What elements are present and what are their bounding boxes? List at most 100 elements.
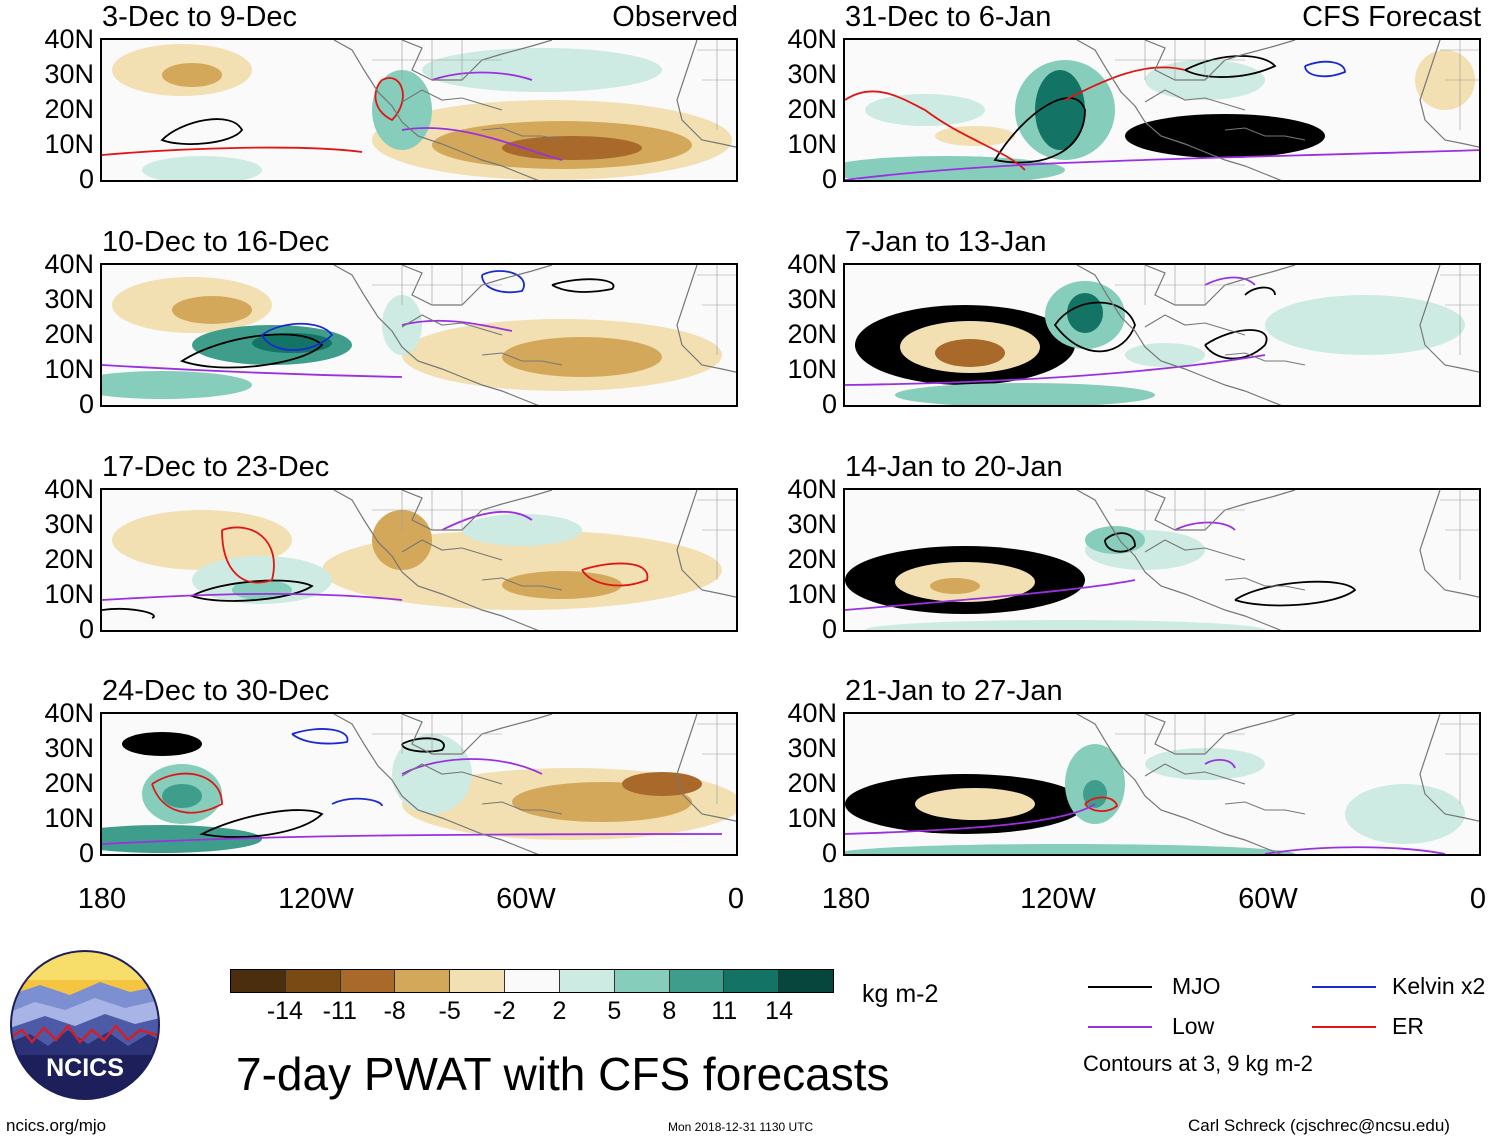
colorbar-swatch (669, 970, 725, 992)
lon-label: 60W (1238, 883, 1298, 915)
lon-label: 180 (821, 883, 871, 915)
lat-label: 20N (44, 544, 94, 574)
colorbar-label: -8 (383, 997, 406, 1025)
lat-label: 10N (787, 803, 837, 833)
legend-line-er (1312, 1026, 1376, 1028)
lat-label: 40N (44, 474, 94, 504)
ncics-logo: NCICS (10, 950, 160, 1100)
panel-date-range: 10-Dec to 16-Dec (102, 226, 330, 258)
colorbar (230, 969, 834, 993)
lon-label: 0 (1469, 883, 1487, 915)
lat-label: 30N (787, 509, 837, 539)
panel-date-range: 31-Dec to 6-Jan (845, 1, 1052, 33)
footer-url[interactable]: ncics.org/mjo (6, 1116, 107, 1135)
pwat-map (100, 488, 738, 632)
lat-label: 30N (44, 509, 94, 539)
colorbar-swatch (450, 970, 506, 992)
lat-label: 0 (821, 389, 837, 419)
colorbar-label: -2 (493, 997, 516, 1025)
colorbar-swatch (395, 970, 451, 992)
legend-line-kelvin (1312, 986, 1376, 988)
lat-label: 40N (44, 249, 94, 279)
lat-label: 30N (44, 59, 94, 89)
lat-label: 10N (787, 579, 837, 609)
legend-label-kelvin: Kelvin x2 (1392, 973, 1486, 999)
colorbar-swatch (559, 970, 615, 992)
lat-label: 30N (44, 284, 94, 314)
footer-timestamp: Mon 2018-12-31 1130 UTC (668, 1120, 814, 1134)
legend-label-low: Low (1172, 1013, 1215, 1039)
lon-label: 0 (727, 883, 745, 915)
lat-label: 10N (44, 803, 94, 833)
lat-label: 0 (821, 614, 837, 644)
colorbar-label: 5 (607, 997, 622, 1025)
figure-title: 7-day PWAT with CFS forecasts (236, 1048, 890, 1100)
colorbar-swatch (285, 970, 341, 992)
colorbar-label: 2 (552, 997, 567, 1025)
panel-date-range: 3-Dec to 9-Dec (102, 1, 298, 33)
panel-date-range: 21-Jan to 27-Jan (845, 675, 1063, 707)
colorbar-swatch (724, 970, 780, 992)
lat-label: 40N (787, 249, 837, 279)
lat-label: 40N (787, 698, 837, 728)
lat-label: 10N (787, 354, 837, 384)
pwat-map (843, 38, 1481, 182)
panel-source-tag: CFS Forecast (1302, 1, 1481, 33)
colorbar-swatch (505, 970, 560, 992)
legend-label-er: ER (1392, 1013, 1424, 1039)
pwat-map (843, 263, 1481, 407)
pwat-map (100, 38, 738, 182)
footer-credit: Carl Schreck (cjschrec@ncsu.edu) (1188, 1116, 1450, 1135)
lat-label: 10N (44, 579, 94, 609)
lat-label: 20N (44, 768, 94, 798)
lat-label: 10N (44, 129, 94, 159)
lat-label: 10N (44, 354, 94, 384)
lat-label: 10N (787, 129, 837, 159)
lon-label: 120W (1020, 883, 1096, 915)
lat-label: 40N (787, 474, 837, 504)
colorbar-swatch (614, 970, 670, 992)
colorbar-label: -11 (322, 997, 357, 1025)
lat-label: 20N (787, 768, 837, 798)
colorbar-label: 8 (662, 997, 677, 1025)
legend-line-low (1088, 1026, 1152, 1028)
lat-label: 30N (44, 733, 94, 763)
panel-date-range: 14-Jan to 20-Jan (845, 451, 1063, 483)
pwat-map (100, 712, 738, 856)
colorbar-label: -14 (266, 997, 303, 1025)
lat-label: 20N (44, 94, 94, 124)
colorbar-swatch (779, 970, 833, 992)
lon-label: 180 (77, 883, 127, 915)
lon-label: 120W (278, 883, 354, 915)
lat-label: 0 (78, 164, 94, 194)
panel-source-tag: Observed (612, 1, 738, 33)
lat-label: 40N (44, 698, 94, 728)
legend-label-mjo: MJO (1172, 973, 1221, 999)
panel-date-range: 7-Jan to 13-Jan (845, 226, 1047, 258)
lat-label: 20N (44, 319, 94, 349)
legend-line-mjo (1088, 986, 1152, 988)
pwat-map (843, 488, 1481, 632)
lon-label: 60W (496, 883, 556, 915)
colorbar-label: -5 (438, 997, 461, 1025)
lat-label: 0 (78, 614, 94, 644)
colorbar-units: kg m-2 (862, 980, 939, 1008)
logo-text: NCICS (46, 1054, 124, 1082)
lat-label: 20N (787, 544, 837, 574)
lat-label: 30N (787, 59, 837, 89)
colorbar-label: 11 (711, 997, 738, 1025)
colorbar-swatch (340, 970, 396, 992)
legend-note: Contours at 3, 9 kg m-2 (1083, 1051, 1313, 1076)
lat-label: 0 (78, 389, 94, 419)
lat-label: 30N (787, 284, 837, 314)
lat-label: 20N (787, 94, 837, 124)
lat-label: 40N (787, 24, 837, 54)
lat-label: 0 (821, 164, 837, 194)
pwat-map (100, 263, 738, 407)
pwat-map (843, 712, 1481, 856)
lat-label: 30N (787, 733, 837, 763)
lat-label: 0 (78, 838, 94, 868)
lat-label: 0 (821, 838, 837, 868)
panel-date-range: 17-Dec to 23-Dec (102, 451, 330, 483)
colorbar-swatch (231, 970, 286, 992)
